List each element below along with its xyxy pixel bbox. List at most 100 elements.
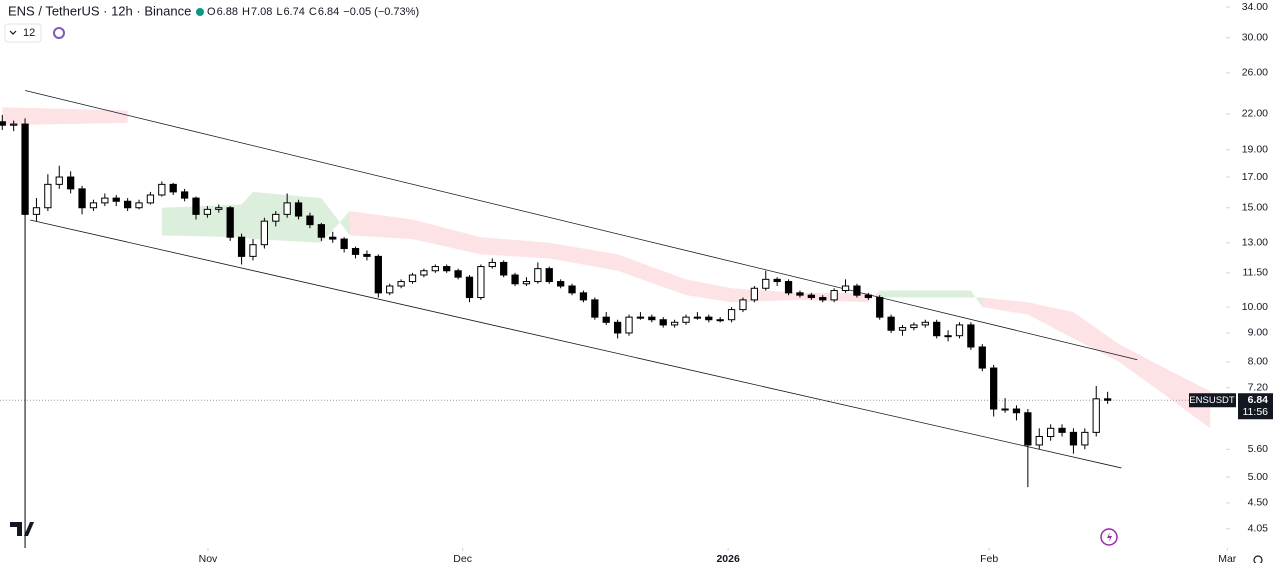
candle-body <box>32 207 41 215</box>
candle-body <box>169 183 177 193</box>
candle-body <box>511 274 519 285</box>
candle-body <box>705 316 713 321</box>
candle-body <box>1092 398 1100 433</box>
candle-body <box>568 285 576 294</box>
candle-body <box>123 200 132 209</box>
candle-body <box>78 188 86 209</box>
settings-icon[interactable] <box>1253 555 1263 563</box>
y-tick-label: 5.00 <box>1248 471 1269 483</box>
candle-body <box>602 316 610 323</box>
candle-body <box>21 123 29 215</box>
trend-line <box>29 219 1122 469</box>
y-tick-label: 11.50 <box>1243 267 1269 279</box>
candle-body <box>272 213 280 222</box>
candle-body <box>158 183 166 196</box>
candle-body <box>1103 398 1112 401</box>
y-tick-label: 4.50 <box>1248 497 1269 509</box>
y-tick-label: 22.00 <box>1242 108 1268 120</box>
candle-body <box>477 266 485 299</box>
cloud-segment <box>970 290 983 308</box>
candle-body <box>443 266 451 272</box>
candle-body <box>112 197 120 202</box>
x-tick-label: Nov <box>199 553 218 563</box>
cloud-segment <box>686 279 732 303</box>
logo[interactable] <box>10 522 34 536</box>
candle-body <box>55 176 63 185</box>
candle-body <box>819 297 827 301</box>
cloud-segment <box>1027 302 1074 339</box>
cloud-segment <box>1119 344 1165 395</box>
candle-body <box>67 176 75 190</box>
candle-body <box>750 287 759 301</box>
legend-key: H <box>242 6 250 18</box>
candle-body <box>636 316 645 319</box>
candle-body <box>454 270 462 278</box>
candle-body <box>841 285 850 292</box>
candle-body <box>739 299 747 311</box>
y-tick-label: 5.60 <box>1248 443 1269 455</box>
candle-body <box>397 281 405 287</box>
candle-body <box>887 316 895 331</box>
cloud-segment <box>480 237 550 259</box>
candle-body <box>363 253 371 257</box>
y-tick-label: 19.00 <box>1242 144 1268 156</box>
y-tick-label: 17.00 <box>1242 171 1268 183</box>
candle-body <box>294 202 303 217</box>
candle-body <box>226 207 234 238</box>
candle-body <box>830 290 838 301</box>
candle-body <box>386 285 394 294</box>
cloud-segment <box>2 107 128 126</box>
candle-body <box>545 268 553 283</box>
loop-icon[interactable] <box>53 27 65 39</box>
candle-body <box>500 261 508 276</box>
legend-key: O <box>207 6 216 18</box>
legend-key: L <box>276 6 282 18</box>
candle-body <box>716 319 724 322</box>
candle-body <box>557 281 565 287</box>
x-tick-label: Feb <box>980 553 998 563</box>
legend-value: 6.84 <box>318 6 339 18</box>
cloud-segment <box>161 204 242 238</box>
candle-body <box>317 224 325 238</box>
candle-body <box>1081 431 1089 446</box>
legend-key: C <box>309 6 317 18</box>
candle-body <box>898 327 907 331</box>
candle-body <box>1024 412 1032 446</box>
candle-body <box>990 367 998 410</box>
symbol-title: ENS / TetherUS · 12h · Binance <box>8 3 191 18</box>
candle-body <box>784 281 793 294</box>
cloud-segment <box>868 290 880 303</box>
y-tick-label: 7.20 <box>1248 381 1269 393</box>
candle-body <box>933 321 941 337</box>
candle-body <box>967 324 975 348</box>
candle-body <box>876 297 884 318</box>
cloud-segment <box>549 242 618 271</box>
y-tick-label: 15.00 <box>1242 202 1268 214</box>
candle-body <box>89 202 98 209</box>
indicator-toggle[interactable] <box>4 23 42 43</box>
price-tag <box>1238 393 1273 420</box>
legend-value: 7.08 <box>251 6 272 18</box>
candle-body <box>340 238 348 250</box>
cloud-segment <box>731 288 800 303</box>
candle-body <box>374 255 382 294</box>
candle-body <box>10 123 18 126</box>
candle-body <box>351 248 360 255</box>
cloud-segment <box>412 219 481 255</box>
plot-area <box>0 90 1225 548</box>
candle-body <box>146 194 155 204</box>
candle-body <box>591 299 599 318</box>
candle-body <box>727 309 736 321</box>
candle-body <box>180 191 189 199</box>
countdown-label: 11:56 <box>1243 406 1269 418</box>
price-tag-label: 6.84 <box>1248 394 1269 406</box>
y-tick-label: 30.00 <box>1242 32 1268 44</box>
candle-body <box>249 244 257 257</box>
y-tick-label: 13.00 <box>1242 237 1268 249</box>
candle-body <box>408 274 417 283</box>
y-tick-label: 10.00 <box>1242 301 1268 313</box>
legend-change: −0.05 (−0.73%) <box>343 6 419 18</box>
cloud-segment <box>321 198 350 243</box>
candle-body <box>796 292 804 296</box>
